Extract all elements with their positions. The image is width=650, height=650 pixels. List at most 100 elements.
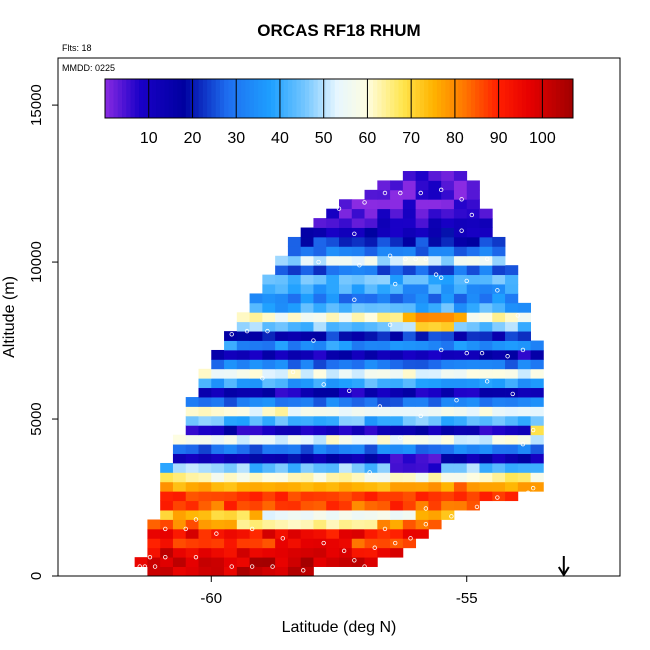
heatmap-cell xyxy=(185,415,199,426)
heatmap-cell xyxy=(224,491,238,502)
heatmap-cell xyxy=(402,236,417,247)
heatmap-cell xyxy=(339,538,353,549)
heatmap-cell xyxy=(275,481,289,492)
heatmap-cell xyxy=(441,481,455,492)
heatmap-cell xyxy=(364,189,378,200)
heatmap-cell xyxy=(313,340,327,351)
heatmap-cell xyxy=(466,359,480,370)
heatmap-cell xyxy=(313,444,327,454)
heatmap-cell xyxy=(300,500,314,511)
heatmap-cell xyxy=(249,397,263,407)
heatmap-cell xyxy=(505,415,519,426)
heatmap-cell xyxy=(185,397,199,407)
colorbar-segment xyxy=(330,79,336,118)
heatmap-cell xyxy=(492,368,506,379)
colorbar: 10 20 30 40 50 60 70 80 90 100 xyxy=(104,78,574,147)
colorbar-tick-label: 80 xyxy=(446,130,464,147)
heatmap-cell xyxy=(517,378,531,389)
heatmap-cell xyxy=(364,510,378,520)
heatmap-cell xyxy=(287,246,302,257)
x-tick-label: -60 xyxy=(200,590,222,607)
heatmap-cell xyxy=(505,274,519,285)
heatmap-cell xyxy=(287,321,302,332)
heatmap-cell xyxy=(249,387,263,398)
colorbar-segment xyxy=(347,79,353,118)
heatmap-cell xyxy=(262,547,276,558)
heatmap-cell xyxy=(402,406,417,417)
colorbar-segment xyxy=(168,79,174,118)
heatmap-cell xyxy=(262,378,276,389)
heatmap-cell xyxy=(313,434,327,445)
heatmap-cell xyxy=(326,331,340,341)
heatmap-cell xyxy=(377,500,391,511)
heatmap-cell xyxy=(390,227,404,238)
heatmap-cell xyxy=(479,236,493,247)
heatmap-cell xyxy=(479,491,493,502)
heatmap-cell xyxy=(402,312,417,323)
heatmap-cell xyxy=(377,227,391,238)
heatmap-cell xyxy=(275,557,289,567)
heatmap-cell xyxy=(339,444,353,454)
heatmap-cell xyxy=(428,331,442,341)
heatmap-cell xyxy=(236,519,250,530)
heatmap-cell xyxy=(415,236,429,247)
flight-point xyxy=(183,526,188,532)
colorbar-segment xyxy=(428,79,434,118)
heatmap-cell xyxy=(441,236,455,247)
heatmap-cell xyxy=(428,227,442,238)
heatmap-cell xyxy=(351,236,365,247)
heatmap-cell xyxy=(402,519,417,530)
heatmap-cell xyxy=(517,434,531,445)
heatmap-cell xyxy=(172,519,187,530)
chart-title: ORCAS RF18 RHUM xyxy=(257,21,420,40)
heatmap-cell xyxy=(236,481,250,492)
heatmap-cell xyxy=(351,359,365,370)
flight-point xyxy=(438,347,444,353)
heatmap-cell xyxy=(453,434,468,445)
colorbar-segment xyxy=(381,79,387,118)
heatmap-cell xyxy=(466,189,480,200)
flight-point xyxy=(265,328,270,334)
heatmap-cell xyxy=(339,302,353,313)
heatmap-cell xyxy=(517,472,531,483)
heatmap-cell xyxy=(275,293,289,304)
colorbar-segment xyxy=(270,79,276,118)
heatmap-cell xyxy=(364,312,378,323)
heatmap-cell xyxy=(339,510,353,520)
heatmap-cell xyxy=(211,415,225,426)
heatmap-cell xyxy=(300,566,314,577)
heatmap-cell xyxy=(492,293,506,304)
heatmap-cell xyxy=(364,406,378,417)
heatmap-cell xyxy=(339,519,353,530)
heatmap-cell xyxy=(224,566,238,577)
flight-point xyxy=(449,514,454,519)
heatmap-cell xyxy=(390,331,404,341)
heatmap-cell xyxy=(339,340,353,351)
heatmap-cell xyxy=(300,547,314,558)
heatmap-cell xyxy=(428,378,442,389)
heatmap-cell xyxy=(236,566,250,577)
heatmap-cell xyxy=(313,425,327,436)
heatmap-cell xyxy=(172,444,187,454)
heatmap-cell xyxy=(326,387,340,398)
heatmap-cell xyxy=(479,302,493,313)
colorbar-segment xyxy=(334,79,340,118)
heatmap-cell xyxy=(326,321,340,332)
heatmap-cell xyxy=(275,274,289,285)
heatmap-cell xyxy=(402,331,417,341)
heatmap-cell xyxy=(249,472,263,483)
heatmap-cell xyxy=(275,491,289,502)
heatmap-cell xyxy=(479,481,493,492)
heatmap-cell xyxy=(377,547,391,558)
colorbar-segment xyxy=(160,79,166,118)
heatmap-cell xyxy=(339,312,353,323)
heatmap-cell xyxy=(351,425,365,436)
heatmap-cell xyxy=(415,500,429,511)
heatmap-cell xyxy=(364,349,378,360)
heatmap-cell xyxy=(390,491,404,502)
heatmap-cell xyxy=(441,171,455,181)
colorbar-segment xyxy=(521,79,527,118)
heatmap-cell xyxy=(377,491,391,502)
heatmap-cell xyxy=(415,472,429,483)
colorbar-segment xyxy=(109,79,114,118)
